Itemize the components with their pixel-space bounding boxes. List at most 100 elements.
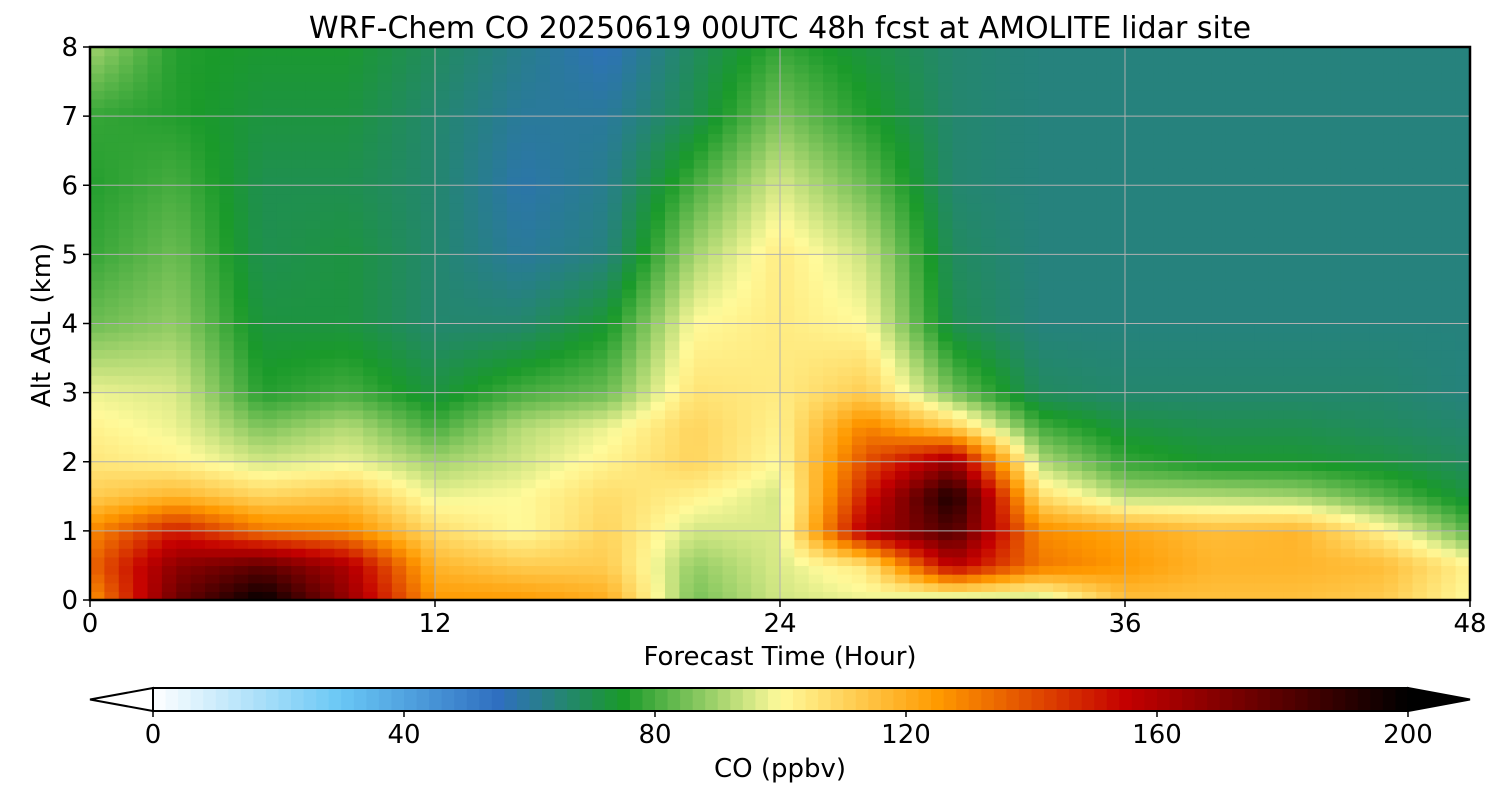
heatmap-cell <box>1067 513 1083 523</box>
heatmap-cell <box>1297 522 1313 532</box>
heatmap-cell <box>966 280 982 290</box>
heatmap-cell <box>1096 461 1112 471</box>
heatmap-cell <box>1038 237 1054 247</box>
heatmap-cell <box>607 435 623 446</box>
heatmap-cell <box>406 522 422 532</box>
heatmap-cell <box>866 392 882 402</box>
heatmap-cell <box>751 254 767 264</box>
heatmap-cell <box>348 453 364 463</box>
heatmap-cell <box>607 271 623 281</box>
heatmap-cell <box>478 383 494 394</box>
heatmap-cell <box>1182 409 1198 420</box>
heatmap-cell <box>550 219 565 230</box>
heatmap-cell <box>492 513 508 523</box>
heatmap-cell <box>880 504 896 515</box>
heatmap-cell <box>1398 513 1414 523</box>
heatmap-cell <box>808 487 824 497</box>
heatmap-cell <box>478 487 494 497</box>
heatmap-cell <box>1153 461 1169 471</box>
heatmap-cell <box>449 176 465 186</box>
heatmap-cell <box>751 332 767 342</box>
heatmap-cell <box>736 332 752 342</box>
heatmap-cell <box>1139 314 1155 325</box>
heatmap-cell <box>176 479 192 489</box>
heatmap-cell <box>406 358 422 368</box>
heatmap-cell <box>665 271 680 281</box>
heatmap-cell <box>794 418 810 428</box>
heatmap-cell <box>147 159 163 169</box>
heatmap-cell <box>248 228 264 238</box>
heatmap-cell <box>1067 409 1083 420</box>
heatmap-cell <box>104 349 120 359</box>
heatmap-cell <box>1268 358 1284 368</box>
heatmap-cell <box>1038 461 1054 471</box>
heatmap-cell <box>679 254 695 264</box>
heatmap-cell <box>492 496 508 506</box>
heatmap-cell <box>765 306 781 316</box>
heatmap-cell <box>593 375 609 385</box>
heatmap-cell <box>895 332 910 342</box>
heatmap-cell <box>478 314 494 325</box>
heatmap-cell <box>391 340 407 351</box>
heatmap-cell <box>1455 254 1471 264</box>
heatmap-cell <box>1398 591 1414 601</box>
heatmap-cell <box>1441 444 1457 454</box>
heatmap-cell <box>1340 496 1356 506</box>
heatmap-cell <box>1240 582 1255 592</box>
heatmap-cell <box>952 487 968 497</box>
heatmap-cell <box>708 383 724 394</box>
heatmap-cell <box>823 375 839 385</box>
heatmap-cell <box>1038 167 1054 178</box>
heatmap-cell <box>1153 228 1169 238</box>
heatmap-cell <box>1182 288 1198 299</box>
heatmap-cell <box>1010 358 1025 368</box>
heatmap-cell <box>348 263 364 273</box>
heatmap-cell <box>435 383 450 394</box>
heatmap-cell <box>506 358 522 368</box>
heatmap-cell <box>176 193 192 204</box>
heatmap-cell <box>1441 237 1457 247</box>
heatmap-cell <box>90 142 105 152</box>
heatmap-cell <box>1225 306 1241 316</box>
heatmap-cell <box>420 159 436 169</box>
heatmap-cell <box>636 193 652 204</box>
heatmap-cell <box>823 513 839 523</box>
heatmap-cell <box>708 392 724 402</box>
heatmap-cell <box>1053 176 1069 186</box>
heatmap-cell <box>348 479 364 489</box>
heatmap-cell <box>1355 159 1370 169</box>
heatmap-cell <box>118 418 134 428</box>
heatmap-cell <box>722 288 738 299</box>
heatmap-cell <box>1340 513 1356 523</box>
heatmap-cell <box>823 479 839 489</box>
heatmap-cell <box>391 461 407 471</box>
heatmap-cell <box>1412 237 1428 247</box>
heatmap-cell <box>1081 271 1097 281</box>
heatmap-cell <box>1038 591 1054 601</box>
heatmap-cell <box>736 349 752 359</box>
heatmap-cell <box>607 392 623 402</box>
heatmap-cell <box>1182 461 1198 471</box>
heatmap-cell <box>851 435 867 446</box>
heatmap-cell <box>1024 513 1040 523</box>
heatmap-cell <box>607 548 623 558</box>
heatmap-cell <box>535 401 551 411</box>
heatmap-cell <box>823 591 839 601</box>
heatmap-cell <box>478 522 494 532</box>
heatmap-cell <box>176 470 192 480</box>
heatmap-cell <box>1340 263 1356 273</box>
heatmap-cell <box>823 435 839 446</box>
heatmap-cell <box>1110 280 1126 290</box>
heatmap-cell <box>693 435 709 446</box>
heatmap-cell <box>1369 254 1385 264</box>
heatmap-cell <box>176 548 192 558</box>
heatmap-cell <box>823 245 839 255</box>
heatmap-cell <box>1369 470 1385 480</box>
heatmap-cell <box>1196 565 1212 575</box>
heatmap-cell <box>348 332 364 342</box>
heatmap-cell <box>248 392 264 402</box>
heatmap-cell <box>780 470 795 480</box>
heatmap-cell <box>1038 297 1054 307</box>
heatmap-cell <box>736 522 752 532</box>
heatmap-cell <box>837 461 853 471</box>
